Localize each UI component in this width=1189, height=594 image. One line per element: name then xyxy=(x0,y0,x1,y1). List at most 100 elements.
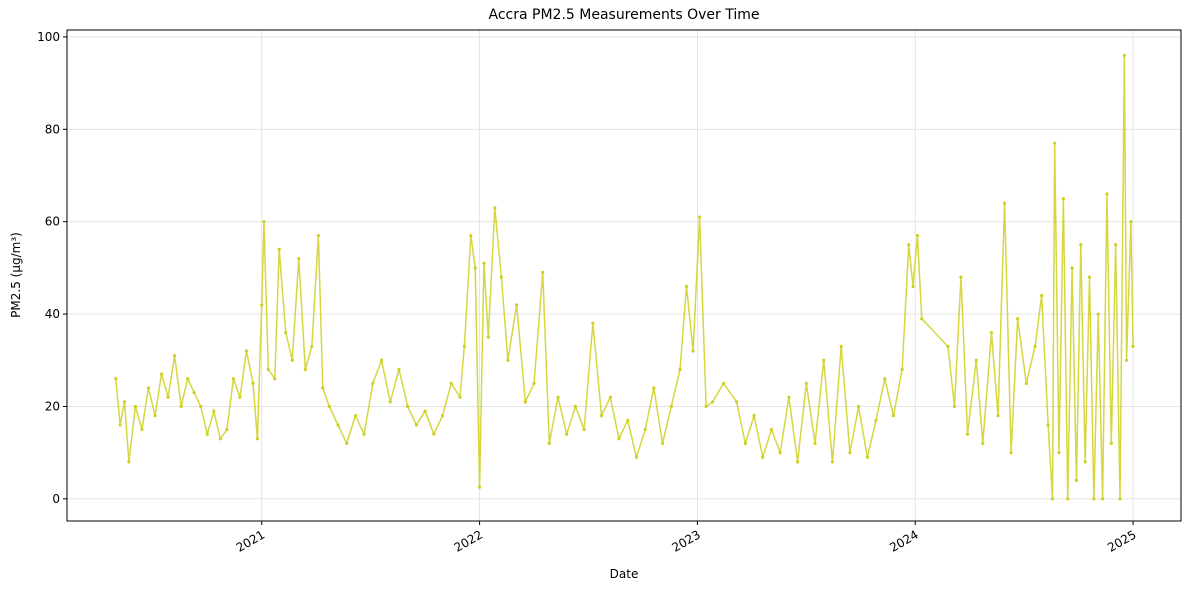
data-point xyxy=(952,404,957,409)
data-point xyxy=(1096,312,1100,316)
data-point xyxy=(482,261,486,265)
data-point xyxy=(541,270,545,275)
data-point xyxy=(423,409,427,413)
data-point xyxy=(822,358,826,362)
data-point xyxy=(573,404,578,409)
data-point xyxy=(556,395,560,399)
data-point xyxy=(1114,243,1118,247)
data-point xyxy=(804,381,808,385)
data-point xyxy=(996,414,1000,418)
data-point xyxy=(212,409,216,413)
x-tick-label: 2022 xyxy=(452,527,485,554)
data-point xyxy=(813,441,817,446)
data-point xyxy=(1131,344,1135,349)
data-point xyxy=(414,423,419,427)
data-point xyxy=(907,243,911,247)
data-point xyxy=(883,377,887,381)
data-point xyxy=(660,441,665,446)
data-point xyxy=(199,404,203,409)
data-point xyxy=(244,349,249,353)
data-point xyxy=(353,414,358,418)
data-point xyxy=(1061,196,1065,201)
data-point xyxy=(192,390,196,395)
data-point xyxy=(1074,478,1079,482)
data-point xyxy=(697,215,702,219)
data-point xyxy=(1100,497,1105,501)
data-point xyxy=(946,344,950,349)
y-tick-label: 40 xyxy=(45,307,60,321)
data-point xyxy=(1079,243,1083,247)
data-point xyxy=(1124,358,1129,362)
data-point xyxy=(218,437,222,441)
data-point xyxy=(406,404,410,409)
data-point xyxy=(262,220,266,224)
data-point xyxy=(1053,141,1057,145)
data-point xyxy=(255,437,259,441)
data-point xyxy=(506,358,510,362)
data-point xyxy=(608,395,612,399)
data-point xyxy=(266,367,270,372)
data-point xyxy=(920,317,924,321)
data-point xyxy=(379,358,384,362)
data-point xyxy=(711,400,715,404)
data-point xyxy=(515,303,519,307)
data-point xyxy=(1092,497,1096,501)
data-point xyxy=(1039,293,1044,298)
data-point xyxy=(493,206,497,210)
data-point xyxy=(371,381,375,385)
data-point xyxy=(989,330,994,335)
data-point xyxy=(891,414,896,418)
data-point xyxy=(336,423,340,427)
data-point xyxy=(231,377,236,381)
data-point xyxy=(388,400,392,404)
y-axis-label: PM2.5 (µg/m³) xyxy=(9,232,23,318)
data-point xyxy=(830,460,835,464)
data-point xyxy=(321,386,325,390)
data-point xyxy=(599,414,604,418)
data-point xyxy=(1070,266,1074,270)
plot-frame xyxy=(66,29,1182,522)
y-tick-label: 0 xyxy=(52,492,60,506)
data-point xyxy=(626,418,630,422)
data-point xyxy=(486,335,490,339)
data-point xyxy=(1016,317,1020,321)
data-point xyxy=(1083,460,1087,464)
data-point xyxy=(617,437,621,441)
data-point xyxy=(796,460,800,464)
data-point xyxy=(1057,451,1061,455)
data-point xyxy=(449,381,453,385)
data-point xyxy=(532,381,536,385)
data-point xyxy=(273,377,277,381)
data-point xyxy=(238,395,242,399)
y-tick-label: 100 xyxy=(37,30,60,44)
data-point xyxy=(1009,451,1013,455)
data-point xyxy=(865,455,869,459)
data-point xyxy=(310,344,314,349)
data-point xyxy=(166,395,170,399)
data-point xyxy=(900,367,904,372)
data-point xyxy=(974,358,978,362)
data-point xyxy=(397,367,401,372)
data-point xyxy=(1087,275,1092,279)
data-point xyxy=(140,427,144,432)
data-point xyxy=(1118,497,1122,501)
data-point xyxy=(173,354,177,358)
data-point xyxy=(959,275,963,279)
data-point xyxy=(634,455,639,459)
data-point xyxy=(547,441,551,446)
data-point xyxy=(669,404,673,409)
data-point xyxy=(981,441,985,446)
data-point xyxy=(1024,381,1028,385)
data-point xyxy=(1002,201,1007,205)
data-point xyxy=(684,284,689,288)
data-point xyxy=(1033,344,1037,349)
data-point xyxy=(761,455,765,459)
x-tick-label: 2025 xyxy=(1105,527,1138,554)
data-point xyxy=(915,233,920,238)
data-point xyxy=(462,344,466,349)
data-point xyxy=(1129,220,1133,224)
data-point xyxy=(458,395,462,399)
x-tick-label: 2024 xyxy=(887,527,920,554)
data-point xyxy=(1109,441,1113,446)
data-point xyxy=(260,303,264,307)
